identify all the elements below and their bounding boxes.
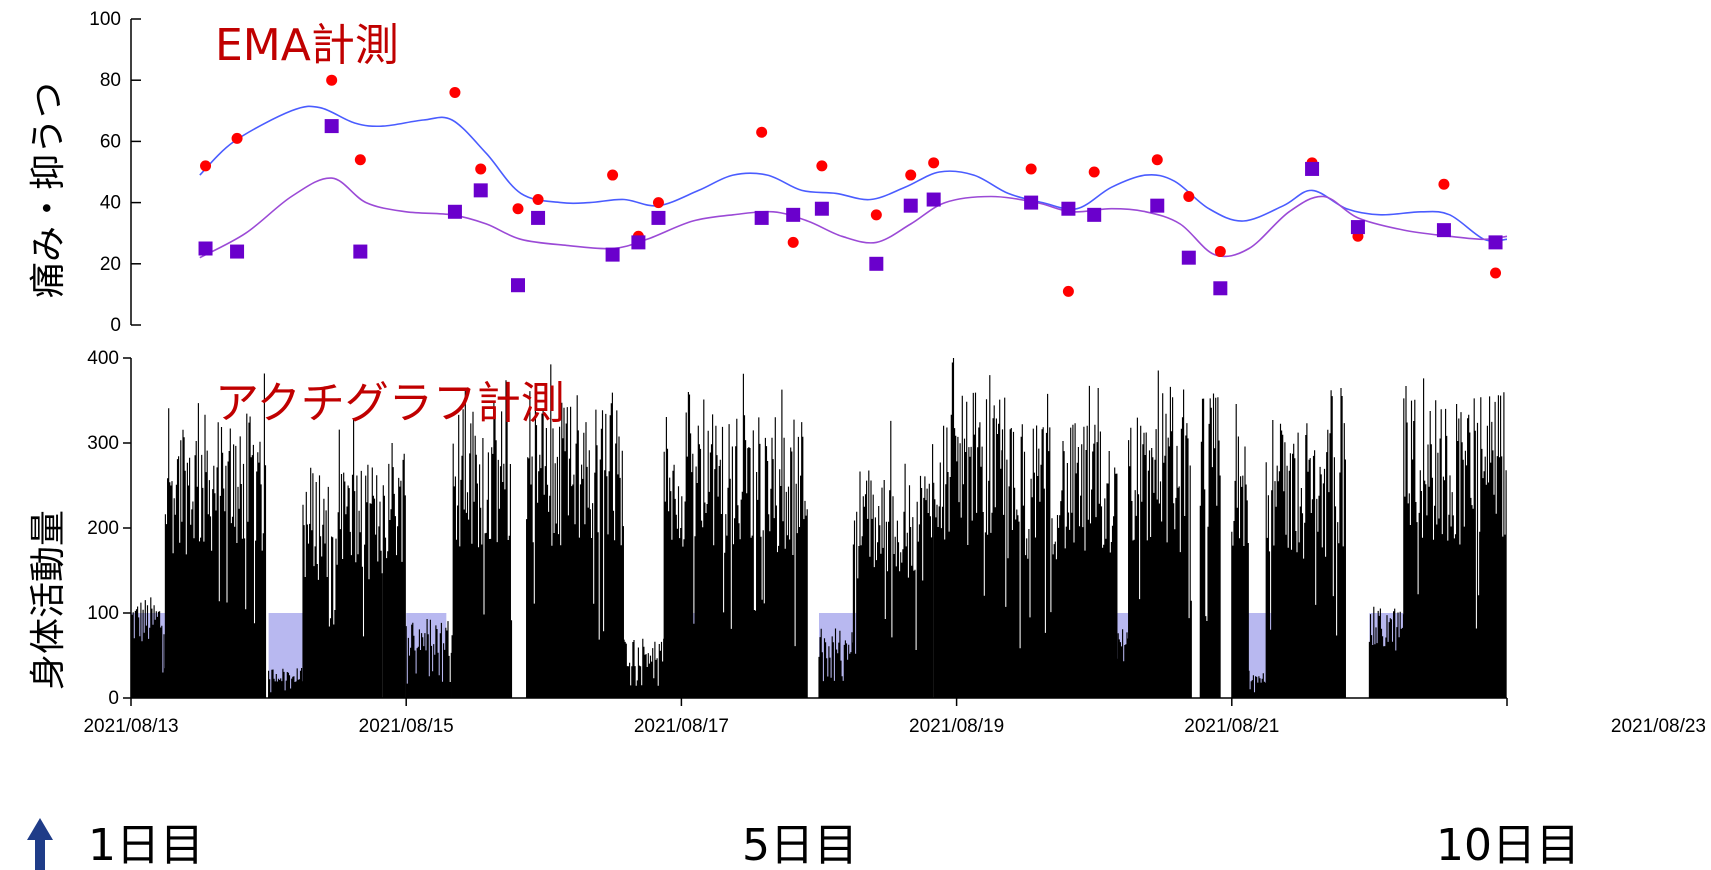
- ema-pain-point: [1063, 286, 1074, 297]
- actigraph-y-tick-label: 400: [87, 348, 119, 369]
- ema-chart-title: EMA計測: [215, 20, 399, 71]
- ema-depression-point: [631, 235, 645, 249]
- activity-bars: [1404, 378, 1506, 698]
- actigraph-y-tick-label: 200: [87, 518, 119, 539]
- ema-y-tick-label: 20: [100, 254, 121, 275]
- activity-bars: [1003, 386, 1117, 698]
- ema-y-tick-label: 100: [89, 9, 121, 30]
- day-label: 10日目: [1436, 820, 1580, 870]
- ema-depression-point: [325, 119, 339, 133]
- actigraph-y-axis-label: 身体活動量: [28, 510, 69, 690]
- activity-bars: [1232, 404, 1249, 698]
- ema-pain-point: [232, 133, 243, 144]
- ema-y-tick-label: 40: [100, 193, 121, 214]
- ema-y-axis-label: 痛み・抑うつ: [28, 82, 69, 298]
- actigraph-chart-title: アクチグラフ計測: [215, 378, 565, 429]
- activity-bars: [1129, 371, 1192, 699]
- actigraph-y-tick-label: 100: [87, 603, 119, 624]
- ema-pain-point: [1152, 154, 1163, 165]
- activity-bars: [853, 421, 932, 698]
- day-label: 5日目: [742, 820, 858, 870]
- ema-pain-point: [928, 157, 939, 168]
- ema-pain-point: [871, 209, 882, 220]
- activity-bars: [131, 597, 165, 698]
- ema-depression-point: [353, 245, 367, 259]
- ema-pain-point: [475, 163, 486, 174]
- ema-pain-point: [1026, 163, 1037, 174]
- activity-bars: [1117, 629, 1128, 698]
- day-label: 1日目: [88, 820, 204, 870]
- ema-depression-point: [1437, 223, 1451, 237]
- actigraph-y-tick-label: 0: [108, 688, 119, 709]
- activity-bars: [1200, 394, 1220, 699]
- ema-depression-point: [1213, 281, 1227, 295]
- ema-pain-point: [653, 197, 664, 208]
- x-tick-label: 2021/08/21: [1184, 716, 1279, 737]
- actigraph-chart: 0 100 200 300 400 2021/08/13 2021/08/15 2021/08…: [28, 348, 1706, 737]
- x-tick-label: 2021/08/23: [1611, 716, 1706, 737]
- up-arrow-icon: [27, 818, 53, 870]
- ema-depression-point: [904, 199, 918, 213]
- ema-depression-point: [606, 248, 620, 262]
- ema-depression-point: [869, 257, 883, 271]
- ema-pain-point: [449, 87, 460, 98]
- ema-pain-point: [326, 75, 337, 86]
- ema-pain-point: [513, 203, 524, 214]
- x-tick-label: 2021/08/17: [634, 716, 729, 737]
- ema-y-tick-label: 60: [100, 131, 121, 152]
- day-markers: 1日目 5日目 10日目: [27, 818, 1580, 870]
- x-tick-label: 2021/08/13: [83, 716, 178, 737]
- ema-depression-point: [1489, 235, 1503, 249]
- ema-pain-point: [533, 194, 544, 205]
- ema-depression-point: [1024, 196, 1038, 210]
- activity-bars: [303, 419, 382, 698]
- ema-depression-point: [927, 193, 941, 207]
- ema-pain-point: [607, 170, 618, 181]
- ema-pain-point: [756, 127, 767, 138]
- activity-bars: [624, 639, 664, 698]
- ema-depression-point: [815, 202, 829, 216]
- ema-depression-point: [474, 183, 488, 197]
- ema-pain-point: [1089, 167, 1100, 178]
- ema-y-tick-label: 0: [110, 315, 121, 336]
- ema-pain-point: [1490, 267, 1501, 278]
- ema-pain-point: [1438, 179, 1449, 190]
- ema-pain-point: [200, 160, 211, 171]
- activity-bars: [1266, 388, 1345, 698]
- ema-depression-point: [1351, 220, 1365, 234]
- ema-depression-point: [1150, 199, 1164, 213]
- ema-pain-point: [1215, 246, 1226, 257]
- activity-bars: [934, 358, 1002, 698]
- ema-depression-point: [786, 208, 800, 222]
- activity-bars: [383, 443, 405, 698]
- ema-pain-point: [905, 170, 916, 181]
- ema-depression-point: [511, 278, 525, 292]
- x-tick-label: 2021/08/19: [909, 716, 1004, 737]
- ema-pain-point: [355, 154, 366, 165]
- ema-pain-point: [816, 160, 827, 171]
- ema-depression-point: [1061, 202, 1075, 216]
- ema-depression-point: [1182, 251, 1196, 265]
- ema-depression-point: [230, 245, 244, 259]
- ema-y-tick-label: 80: [100, 70, 121, 91]
- ema-depression-point: [1087, 208, 1101, 222]
- ema-depression-point: [755, 211, 769, 225]
- ema-depression-point: [531, 211, 545, 225]
- ema-depression-point: [1305, 162, 1319, 176]
- ema-pain-point: [1183, 191, 1194, 202]
- ema-depression-point: [651, 211, 665, 225]
- x-tick-label: 2021/08/15: [359, 716, 454, 737]
- ema-depression-point: [448, 205, 462, 219]
- ema-depression-point: [199, 242, 213, 256]
- ema-chart: 0 20 40 60 80 100 EMA計測 痛み・抑うつ: [28, 9, 1507, 336]
- actigraph-y-tick-label: 300: [87, 433, 119, 454]
- ema-pain-point: [788, 237, 799, 248]
- activity-bars: [664, 374, 807, 698]
